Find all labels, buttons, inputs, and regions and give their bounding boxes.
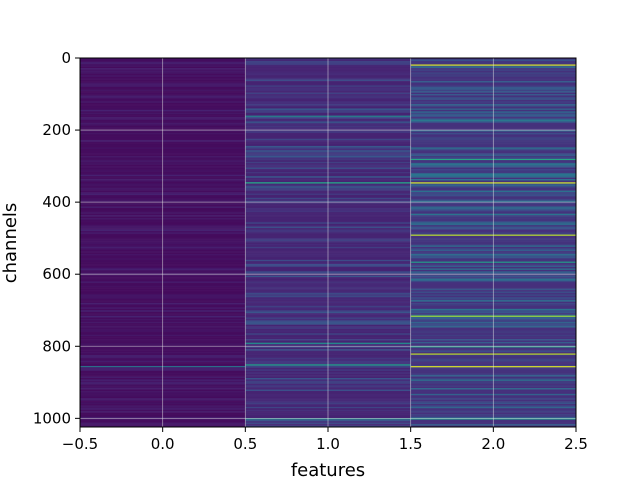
y-tick-label: 800 — [42, 337, 71, 355]
x-tick-label: 1.5 — [399, 435, 423, 453]
y-tick-label: 1000 — [33, 409, 71, 427]
y-axis: 0 200 400 600 800 1000 — [33, 49, 80, 427]
y-tick-label: 200 — [42, 121, 71, 139]
x-tick-label: −0.5 — [62, 435, 98, 453]
x-axis-label: features — [291, 460, 365, 480]
x-tick-label: 1.0 — [316, 435, 340, 453]
x-tick-label: 2.5 — [564, 435, 588, 453]
y-tick-label: 400 — [42, 193, 71, 211]
y-tick-label: 600 — [42, 265, 71, 283]
y-axis-label: channels — [0, 203, 21, 284]
y-tick-label: 0 — [61, 49, 71, 67]
x-tick-label: 0.0 — [151, 435, 175, 453]
x-axis: −0.5 0.0 0.5 1.0 1.5 2.0 2.5 — [62, 427, 588, 453]
x-tick-label: 0.5 — [233, 435, 257, 453]
x-tick-label: 2.0 — [481, 435, 505, 453]
